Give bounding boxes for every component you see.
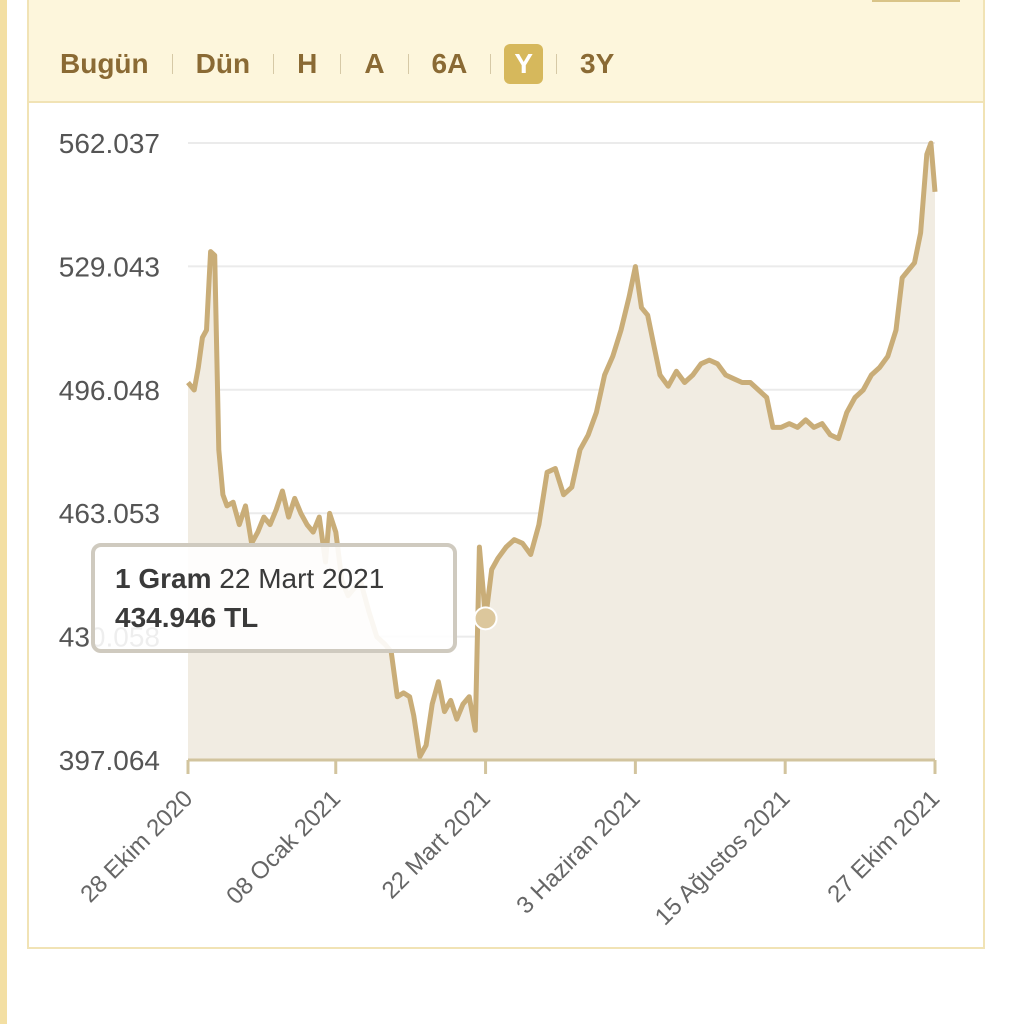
y-tick-label: 397.064 (59, 745, 160, 776)
price-line (186, 140, 938, 759)
y-tick-label: 463.053 (59, 498, 160, 529)
x-tick-label: 22 Mart 2021 (377, 785, 496, 904)
y-tick-label: 496.048 (59, 375, 160, 406)
x-tick-label: 27 Ekim 2021 (822, 785, 945, 908)
tooltip-series: 1 Gram (115, 563, 212, 594)
tab-6a[interactable]: 6A (431, 48, 468, 79)
tab-separator (171, 54, 173, 74)
tab-dün[interactable]: Dün (195, 48, 251, 79)
y-tick-label: 562.037 (59, 128, 160, 159)
tab-separator (490, 54, 492, 74)
tab-y[interactable]: Y (504, 44, 544, 84)
tooltip-value: 434.946 TL (115, 602, 259, 633)
y-tick-label: 529.043 (59, 251, 160, 282)
tab-separator (407, 54, 409, 74)
x-tick-label: 08 Ocak 2021 (221, 785, 346, 910)
x-tick-label: 3 Haziran 2021 (511, 785, 645, 919)
tab-a[interactable]: A (364, 48, 385, 79)
tooltip-date: 22 Mart 2021 (219, 563, 385, 594)
tab-separator (273, 54, 275, 74)
period-tabs: Bugün Dün H A 6A Y 3Y (50, 40, 624, 88)
tab-h[interactable]: H (297, 48, 318, 79)
price-area (188, 143, 935, 761)
left-accent-bar (0, 0, 7, 1024)
tab-separator (556, 54, 558, 74)
top-accent-line (872, 0, 960, 2)
highlight-marker (473, 606, 498, 631)
chart-tooltip: 1 Gram 22 Mart 2021 434.946 TL (91, 543, 457, 653)
tab-3y[interactable]: 3Y (580, 48, 615, 79)
x-tick-label: 15 Ağustos 2021 (650, 785, 796, 931)
tab-separator (340, 54, 342, 74)
tooltip-header: 1 Gram 22 Mart 2021 (115, 561, 433, 597)
x-tick-label: 28 Ekim 2020 (75, 785, 198, 908)
tab-bugün[interactable]: Bugün (60, 48, 149, 79)
